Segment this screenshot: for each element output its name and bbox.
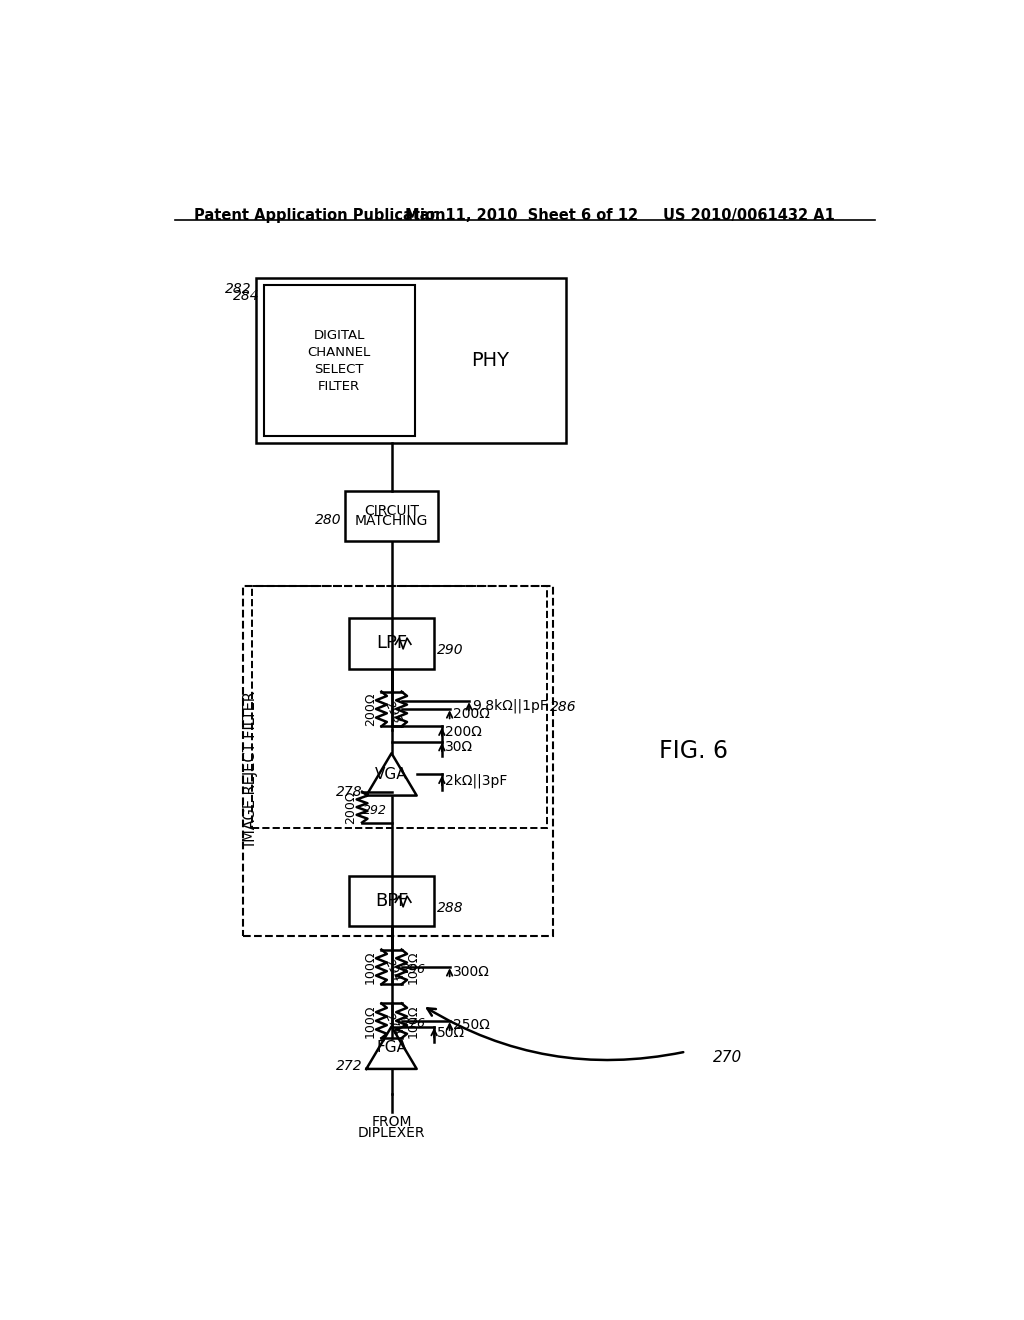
Text: 280: 280 <box>314 513 341 527</box>
Text: 250Ω: 250Ω <box>453 1019 489 1032</box>
Text: 100Ω: 100Ω <box>407 1005 419 1038</box>
Text: 9.8kΩ||1pF: 9.8kΩ||1pF <box>472 698 548 713</box>
Text: 294: 294 <box>382 957 404 985</box>
Text: 296: 296 <box>402 962 426 975</box>
Text: CIRCUIT: CIRCUIT <box>364 504 419 519</box>
Text: 274: 274 <box>382 1011 404 1039</box>
Text: FIG. 6: FIG. 6 <box>659 739 728 763</box>
Text: 292: 292 <box>362 804 387 817</box>
Bar <box>243 586 553 936</box>
Text: 284: 284 <box>233 289 260 304</box>
Text: 276: 276 <box>402 1016 426 1030</box>
Text: 282: 282 <box>225 281 252 296</box>
Text: BPF: BPF <box>375 892 409 911</box>
Text: 200Ω: 200Ω <box>453 706 489 721</box>
Text: 300Ω: 300Ω <box>453 965 489 978</box>
Bar <box>349 876 434 927</box>
Text: 278: 278 <box>336 785 362 800</box>
Text: 100Ω: 100Ω <box>407 950 419 983</box>
Text: 50Ω: 50Ω <box>437 1026 465 1040</box>
Text: DIPLEXER: DIPLEXER <box>357 1126 425 1139</box>
Bar <box>345 491 438 541</box>
Bar <box>263 285 415 436</box>
Bar <box>349 619 434 668</box>
Text: FGA: FGA <box>376 1040 407 1055</box>
Text: VGA: VGA <box>375 767 408 781</box>
Text: 200Ω: 200Ω <box>445 725 482 739</box>
Text: 30Ω: 30Ω <box>445 741 473 754</box>
Text: 298: 298 <box>382 700 404 726</box>
Text: MATCHING: MATCHING <box>354 515 428 528</box>
Text: 290: 290 <box>437 643 464 656</box>
Text: 200Ω: 200Ω <box>364 692 377 726</box>
Text: 2kΩ||3pF: 2kΩ||3pF <box>445 774 507 788</box>
Text: 100Ω: 100Ω <box>364 950 377 983</box>
Bar <box>252 586 547 829</box>
Text: 272: 272 <box>336 1059 362 1073</box>
Text: DIGITAL
CHANNEL
SELECT
FILTER: DIGITAL CHANNEL SELECT FILTER <box>307 329 371 392</box>
Polygon shape <box>367 1027 417 1069</box>
Polygon shape <box>367 754 417 796</box>
Text: 288: 288 <box>437 900 464 915</box>
Text: Patent Application Publication: Patent Application Publication <box>194 209 445 223</box>
Text: IMAGE REJECT FILTER: IMAGE REJECT FILTER <box>243 692 258 846</box>
Text: US 2010/0061432 A1: US 2010/0061432 A1 <box>663 209 835 223</box>
Text: 270: 270 <box>713 1051 742 1065</box>
Bar <box>256 277 566 444</box>
Text: PHY: PHY <box>471 351 509 370</box>
Text: 286: 286 <box>550 700 577 714</box>
Text: FROM: FROM <box>372 1114 412 1129</box>
Text: 100Ω: 100Ω <box>364 1005 377 1038</box>
Text: LPF: LPF <box>376 635 408 652</box>
Text: 200Ω: 200Ω <box>344 791 357 824</box>
Text: Mar. 11, 2010  Sheet 6 of 12: Mar. 11, 2010 Sheet 6 of 12 <box>406 209 639 223</box>
